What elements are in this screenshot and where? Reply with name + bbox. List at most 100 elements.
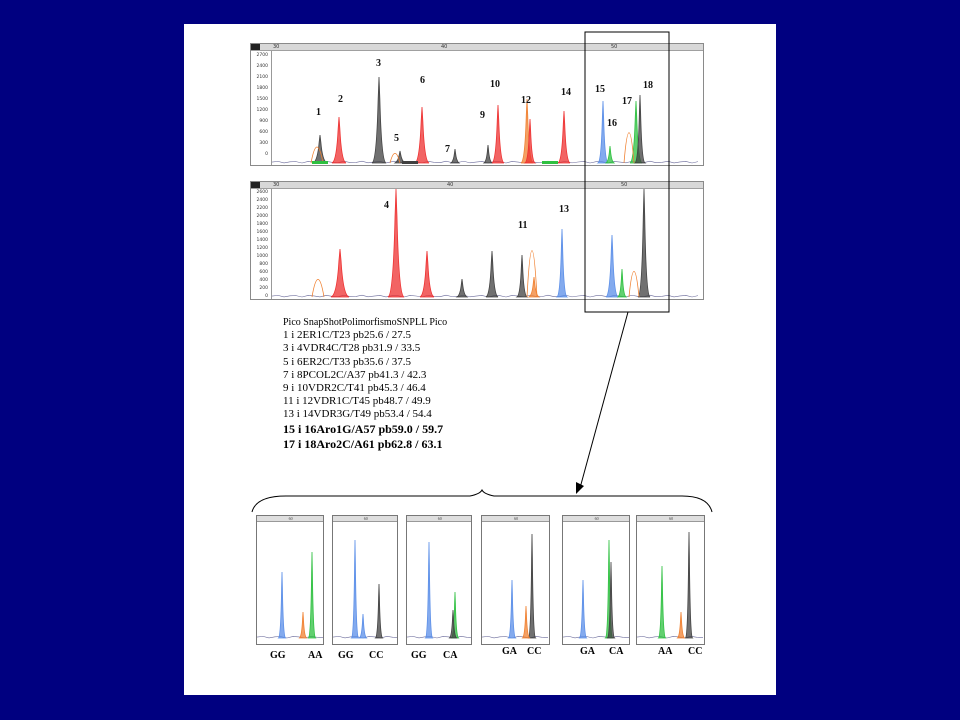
trace-plot-bottom: [272, 189, 699, 298]
y-axis: 2700 2400 2100 1800 1500 1200 900 600 30…: [251, 51, 272, 165]
peak-label: 9: [480, 110, 485, 121]
genotype-label: GA: [502, 646, 517, 657]
y-tick: 1800: [256, 222, 268, 227]
trace-peak: [358, 613, 368, 639]
trace-peak: [616, 268, 628, 298]
trace-peak: [455, 278, 469, 298]
trace-peak: [414, 106, 430, 164]
genotype-trace: [637, 531, 704, 639]
genotype-label: CC: [369, 650, 384, 661]
genotype-label: GG: [338, 650, 354, 661]
peak-label: 2: [338, 94, 343, 105]
trace-peak: [604, 145, 616, 164]
peak-label: 12: [521, 95, 531, 106]
peak-label: 5: [394, 133, 399, 144]
y-tick: 2100: [256, 75, 268, 80]
trace-peak: [523, 118, 537, 164]
panel-toolbar: 60: [257, 516, 323, 522]
trace-peak: [482, 144, 494, 164]
peak-label: 1: [316, 107, 321, 118]
genotype-trace: [257, 551, 323, 639]
trace-peak: [419, 250, 435, 298]
genotype-panel: 60: [636, 515, 705, 645]
y-tick: 2600: [256, 190, 268, 195]
status-strip: [402, 161, 418, 164]
legend-line-bold: 15 i 16Aro1G/A57 pb59.0 / 59.7: [283, 421, 444, 436]
genotype-label: CA: [443, 650, 458, 661]
trace-baseline: [637, 635, 704, 639]
trace-outline: [311, 279, 325, 298]
y-tick: 1600: [256, 230, 268, 235]
trace-outline: [623, 132, 635, 164]
peak-label: 15: [595, 84, 605, 95]
trace-peak: [387, 189, 405, 298]
toolbar-block: [251, 182, 260, 188]
genotype-label: CC: [688, 646, 703, 657]
genotype-label: CA: [609, 646, 624, 657]
trace-peak: [298, 611, 308, 639]
trace-outline: [310, 146, 324, 164]
genotype-panel: 60: [562, 515, 630, 645]
y-tick: 2700: [256, 53, 268, 58]
genotype-label: GA: [580, 646, 595, 657]
x-tick: 60: [363, 516, 368, 521]
trace-peak: [277, 571, 287, 639]
trace-peak: [555, 228, 569, 298]
trace-peak: [657, 565, 667, 639]
trace-peak: [605, 234, 619, 298]
legend-header: Pico SnapShotPolimorfismoSNPLL Pico: [283, 317, 448, 328]
y-tick: 0: [265, 152, 268, 157]
legend-line: 13 i 14VDR3G/T49 pb53.4 / 54.4: [283, 408, 432, 421]
y-tick: 1400: [256, 238, 268, 243]
x-tick: 30: [273, 44, 280, 50]
trace-peak: [606, 561, 616, 639]
legend-line: 3 i 4VDR4C/T28 pb31.9 / 33.5: [283, 342, 421, 355]
peak-label: 10: [490, 79, 500, 90]
y-axis: 2600 2400 2200 2000 1800 1600 1400 1200 …: [251, 189, 272, 299]
x-tick: 30: [273, 182, 280, 188]
genotype-label: GG: [270, 650, 286, 661]
trace-peak: [449, 148, 461, 164]
trace-peak: [307, 551, 317, 639]
y-tick: 1000: [256, 254, 268, 259]
trace-peak: [521, 605, 531, 639]
y-tick: 1500: [256, 97, 268, 102]
peak-label: 14: [561, 87, 571, 98]
panel-toolbar: 30 40 50: [251, 44, 703, 51]
y-tick: 900: [259, 119, 268, 124]
genotype-trace: [482, 533, 549, 639]
x-tick: 60: [437, 516, 442, 521]
y-tick: 1200: [256, 108, 268, 113]
panel-toolbar: 60: [333, 516, 397, 522]
peak-label: 18: [643, 80, 653, 91]
panel-toolbar: 60: [637, 516, 704, 522]
peak-label: 11: [518, 220, 528, 231]
trace-outline: [628, 271, 640, 298]
y-tick: 2400: [256, 64, 268, 69]
trace-peak: [330, 248, 350, 298]
y-tick: 2000: [256, 214, 268, 219]
trace-peak: [637, 189, 651, 298]
trace-plot-top: [272, 76, 699, 164]
legend-block: Pico SnapShotPolimorfismoSNPLL Pico 1 i …: [283, 316, 503, 452]
x-tick: 50: [621, 182, 628, 188]
genotype-panel: 60: [481, 515, 550, 645]
peak-label: 3: [376, 58, 381, 69]
toolbar-block: [251, 44, 260, 50]
trace-outline: [526, 250, 538, 298]
trace-peak: [676, 611, 686, 639]
genotype-trace: [407, 541, 471, 639]
y-tick: 0: [265, 294, 268, 299]
peak-label: 4: [384, 200, 389, 211]
peak-label: 6: [420, 75, 425, 86]
trace-peak: [485, 250, 499, 298]
y-tick: 2200: [256, 206, 268, 211]
y-tick: 600: [259, 130, 268, 135]
x-tick: 40: [441, 44, 448, 50]
y-tick: 600: [259, 270, 268, 275]
peak-label: 7: [445, 144, 450, 155]
genotype-label: CC: [527, 646, 542, 657]
pointer-line: [579, 311, 629, 489]
selection-box: [584, 31, 670, 313]
